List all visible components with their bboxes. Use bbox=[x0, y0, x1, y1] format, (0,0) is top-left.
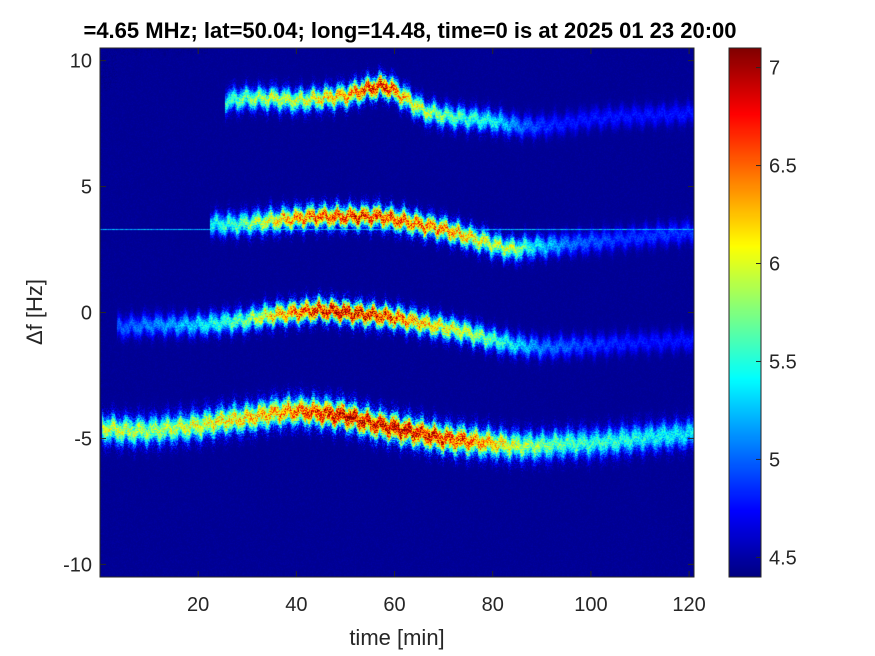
chart-title: =4.65 MHz; lat=50.04; long=14.48, time=0… bbox=[83, 18, 736, 43]
colorbar bbox=[729, 48, 761, 577]
x-axis-ticks: 20 40 60 80 100 120 bbox=[187, 48, 706, 616]
colorbar-container bbox=[729, 48, 761, 577]
spectrogram-canvas bbox=[100, 48, 694, 577]
x-tick-label: 60 bbox=[383, 594, 405, 616]
spectrogram-container bbox=[100, 48, 694, 577]
x-tick-label: 80 bbox=[482, 594, 504, 616]
x-axis-label: time [min] bbox=[349, 625, 444, 650]
y-axis-ticks: 10 5 0 -5 -10 bbox=[63, 51, 694, 576]
colorbar-tick-label: 5 bbox=[769, 449, 780, 471]
y-tick-label: -10 bbox=[63, 554, 92, 576]
colorbar-tick-label: 6.5 bbox=[769, 156, 797, 178]
x-tick-label: 100 bbox=[574, 594, 607, 616]
y-tick-label: -5 bbox=[74, 428, 92, 450]
x-tick-label: 120 bbox=[672, 594, 705, 616]
x-tick-label: 40 bbox=[285, 594, 307, 616]
colorbar-ticks: 7 6.5 6 5.5 5 4.5 bbox=[756, 58, 797, 569]
colorbar-tick-label: 7 bbox=[769, 58, 780, 80]
colorbar-frame bbox=[728, 47, 762, 578]
y-tick-label: 0 bbox=[81, 303, 92, 325]
colorbar-tick-label: 6 bbox=[769, 254, 780, 276]
colorbar-tick-label: 4.5 bbox=[769, 547, 797, 569]
y-tick-label: 10 bbox=[70, 51, 92, 73]
y-axis-label: Δf [Hz] bbox=[22, 279, 47, 345]
y-tick-label: 5 bbox=[81, 177, 92, 199]
x-tick-label: 20 bbox=[187, 594, 209, 616]
colorbar-tick-label: 5.5 bbox=[769, 351, 797, 373]
